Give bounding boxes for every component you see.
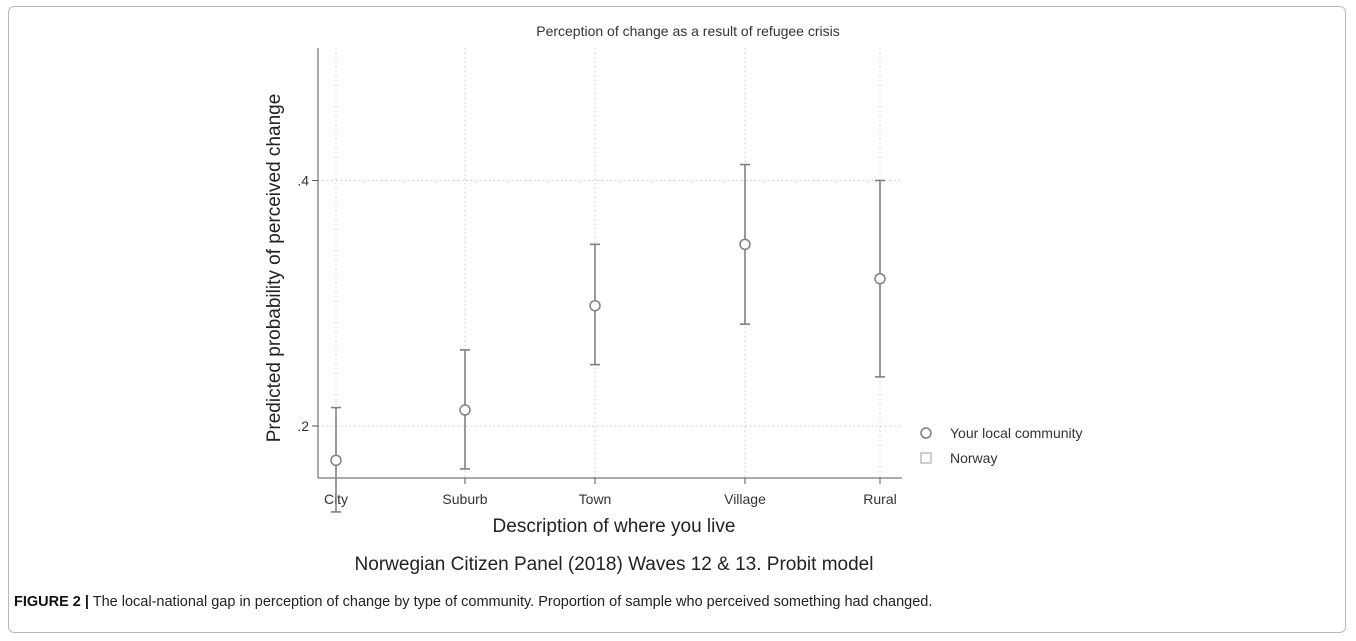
y-tick-label: .4 [297,173,309,189]
legend-symbol [920,452,932,464]
y-tick-label: .2 [297,418,309,434]
x-tick-label: Town [579,491,612,507]
chart-title: Perception of change as a result of refu… [536,23,840,39]
data-marks [330,163,886,513]
legend-label: Your local community [950,425,1083,441]
data-point [589,299,601,312]
axes: .2.4.6.8CitySuburbTownVillageRural [297,48,902,507]
figure-caption: FIGURE 2 | The local-national gap in per… [14,594,1334,610]
figure-caption-text: The local-national gap in perception of … [92,594,933,610]
x-tick-label: Village [724,491,766,507]
data-point [739,238,751,251]
figure-label: FIGURE 2 | [14,594,89,610]
x-tick-label: Suburb [442,491,487,507]
legend-label: Norway [950,450,997,466]
x-axis-label: Description of where you live [493,516,736,537]
data-point [330,454,342,467]
legend: Your local community Norway [920,425,1083,466]
gridlines [318,48,902,478]
chart: Perception of change as a result of refu… [264,23,1083,575]
figure-frame [8,6,1346,633]
y-axis-label: Predicted probability of perceived chang… [264,94,285,443]
chart-note: Norwegian Citizen Panel (2018) Waves 12 … [355,554,874,575]
x-tick-label: Rural [863,491,896,507]
legend-symbol [920,427,932,439]
data-point [874,272,886,285]
data-point [459,404,471,416]
